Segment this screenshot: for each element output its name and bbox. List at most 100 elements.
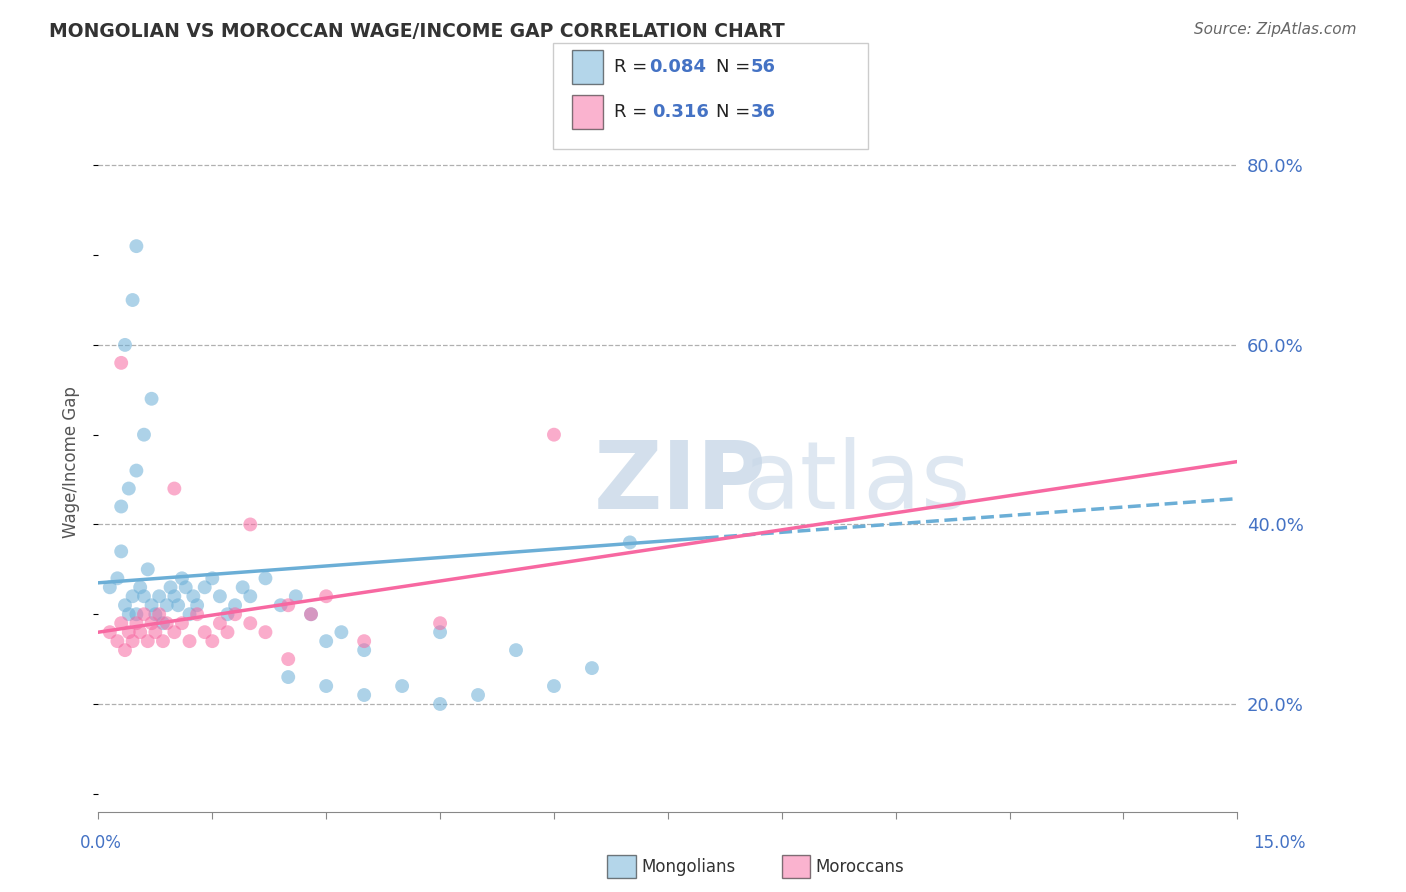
Point	[353, 634, 375, 648]
Text: 36: 36	[751, 103, 776, 120]
Point	[141, 616, 163, 631]
Point	[277, 670, 299, 684]
Point	[152, 634, 174, 648]
Point	[186, 599, 208, 613]
Point	[299, 607, 322, 622]
Text: atlas: atlas	[742, 436, 970, 529]
Point	[194, 625, 217, 640]
Point	[277, 652, 299, 666]
Point	[284, 589, 307, 603]
Point	[353, 688, 375, 702]
Point	[145, 607, 167, 622]
Point	[543, 427, 565, 442]
Point	[148, 607, 170, 622]
Text: 0.084: 0.084	[650, 58, 707, 76]
Point	[121, 589, 143, 603]
Text: N =: N =	[716, 58, 755, 76]
Point	[505, 643, 527, 657]
Point	[208, 589, 231, 603]
Text: Mongolians: Mongolians	[641, 858, 735, 876]
Point	[217, 625, 239, 640]
Point	[543, 679, 565, 693]
Point	[217, 607, 239, 622]
Point	[170, 616, 193, 631]
Point	[159, 580, 181, 594]
Point	[110, 356, 132, 370]
Point	[201, 571, 224, 585]
Point	[114, 338, 136, 352]
Point	[315, 679, 337, 693]
Point	[132, 589, 155, 603]
Point	[179, 607, 201, 622]
Point	[270, 599, 292, 613]
Point	[110, 500, 132, 514]
Point	[224, 599, 246, 613]
Point	[156, 616, 179, 631]
Point	[129, 625, 152, 640]
Point	[98, 580, 121, 594]
Point	[581, 661, 603, 675]
Point	[152, 616, 174, 631]
Text: 56: 56	[751, 58, 776, 76]
Point	[125, 464, 148, 478]
Point	[299, 607, 322, 622]
Point	[141, 599, 163, 613]
Point	[114, 643, 136, 657]
Text: Moroccans: Moroccans	[815, 858, 904, 876]
Point	[186, 607, 208, 622]
Point	[136, 634, 159, 648]
Text: 0.316: 0.316	[652, 103, 709, 120]
Point	[254, 625, 277, 640]
Point	[125, 616, 148, 631]
Point	[239, 589, 262, 603]
Point	[118, 482, 141, 496]
Point	[110, 616, 132, 631]
Point	[315, 634, 337, 648]
Point	[224, 607, 246, 622]
Point	[179, 634, 201, 648]
Point	[110, 544, 132, 558]
Point	[201, 634, 224, 648]
Point	[208, 616, 231, 631]
Point	[98, 625, 121, 640]
Point	[194, 580, 217, 594]
Point	[136, 562, 159, 576]
Point	[141, 392, 163, 406]
Point	[163, 625, 186, 640]
Point	[163, 589, 186, 603]
Point	[467, 688, 489, 702]
Point	[429, 616, 451, 631]
Point	[121, 634, 143, 648]
Text: 15.0%: 15.0%	[1253, 834, 1306, 852]
Text: N =: N =	[716, 103, 755, 120]
Point	[239, 616, 262, 631]
Point	[129, 580, 152, 594]
Point	[118, 607, 141, 622]
Text: Source: ZipAtlas.com: Source: ZipAtlas.com	[1194, 22, 1357, 37]
Point	[148, 589, 170, 603]
Point	[619, 535, 641, 549]
Point	[107, 571, 129, 585]
Y-axis label: Wage/Income Gap: Wage/Income Gap	[62, 385, 80, 538]
Point	[167, 599, 190, 613]
Point	[254, 571, 277, 585]
Point	[121, 293, 143, 307]
Point	[183, 589, 205, 603]
Point	[132, 427, 155, 442]
Point	[156, 599, 179, 613]
Point	[330, 625, 353, 640]
Point	[107, 634, 129, 648]
Point	[145, 625, 167, 640]
Point	[391, 679, 413, 693]
Point	[125, 607, 148, 622]
Point	[429, 625, 451, 640]
Point	[239, 517, 262, 532]
Text: MONGOLIAN VS MOROCCAN WAGE/INCOME GAP CORRELATION CHART: MONGOLIAN VS MOROCCAN WAGE/INCOME GAP CO…	[49, 22, 785, 41]
Point	[170, 571, 193, 585]
Point	[132, 607, 155, 622]
Text: ZIP: ZIP	[593, 436, 766, 529]
Text: R =: R =	[614, 58, 654, 76]
Point	[114, 599, 136, 613]
Point	[277, 599, 299, 613]
Point	[174, 580, 197, 594]
